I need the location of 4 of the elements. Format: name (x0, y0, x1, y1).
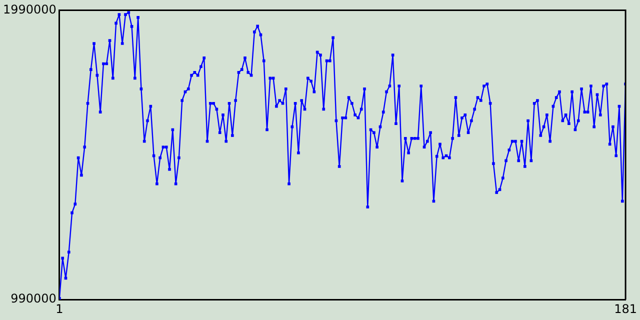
y-tick-label: 1990000 (2, 2, 56, 16)
x-tick-label: 1 (56, 302, 64, 316)
x-tick-label: 181 (614, 302, 637, 316)
y-tick-label: 990000 (10, 292, 56, 306)
